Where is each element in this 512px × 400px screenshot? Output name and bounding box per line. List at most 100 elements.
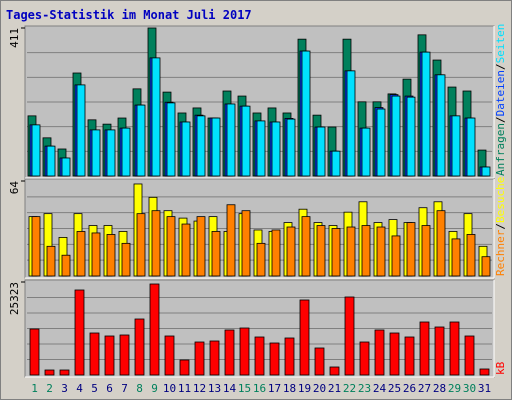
bar: [479, 368, 490, 376]
bar: [436, 210, 446, 277]
bar: [241, 210, 251, 277]
bar: [316, 126, 326, 177]
x-tick-label: 4: [76, 382, 83, 395]
legend-entry: Anfragen: [494, 123, 507, 176]
legend-entry: Rechner: [494, 229, 507, 276]
bar: [256, 120, 266, 177]
bar: [466, 234, 476, 277]
x-tick-label: 9: [151, 382, 158, 395]
bar: [196, 115, 206, 177]
x-tick-label: 8: [136, 382, 143, 395]
x-tick-label: 20: [313, 382, 326, 395]
bar: [346, 70, 356, 177]
bar: [61, 254, 71, 277]
bar: [106, 129, 116, 177]
x-tick-label: 22: [343, 382, 356, 395]
legend: Rechner/Besuche: [494, 177, 507, 276]
legend-separator: /: [494, 116, 507, 123]
bar: [151, 57, 161, 177]
x-tick-label: 25: [388, 382, 401, 395]
x-tick-label: 17: [268, 382, 281, 395]
bar: [421, 51, 431, 177]
bar: [391, 235, 401, 277]
bar: [31, 124, 41, 177]
bar: [241, 105, 251, 177]
bar: [136, 213, 146, 277]
y-tick-label: 64: [8, 181, 21, 195]
legend: kB: [494, 361, 507, 375]
legend-separator: /: [494, 63, 507, 70]
x-tick-label: 16: [253, 382, 266, 395]
legend-separator: /: [494, 223, 507, 230]
bar: [269, 342, 280, 376]
bar: [136, 104, 146, 177]
bar: [211, 231, 221, 277]
bar: [89, 332, 100, 376]
bar: [331, 150, 341, 177]
bar: [59, 369, 70, 376]
bar: [179, 359, 190, 376]
bar: [284, 337, 295, 376]
x-tick-label: 21: [328, 382, 341, 395]
x-tick-label: 12: [193, 382, 206, 395]
x-tick-label: 10: [163, 382, 176, 395]
legend: Anfragen/Dateien/Seiten: [494, 24, 507, 176]
bar: [359, 341, 370, 376]
bar: [239, 327, 250, 376]
bar: [331, 228, 341, 277]
bar: [286, 226, 296, 277]
x-tick-label: 14: [223, 382, 237, 395]
bar: [121, 127, 131, 177]
bar: [256, 242, 266, 277]
legend-entry: Seiten: [494, 24, 507, 64]
x-tick-label: 29: [448, 382, 461, 395]
x-tick-label: 19: [298, 382, 311, 395]
x-tick-label: 15: [238, 382, 251, 395]
bar: [106, 234, 116, 277]
bar: [406, 222, 416, 277]
bar: [464, 335, 475, 376]
bar: [314, 347, 325, 376]
bar: [451, 238, 461, 277]
bar: [119, 334, 130, 376]
bar: [361, 127, 371, 177]
bar: [271, 229, 281, 277]
bar: [31, 216, 41, 277]
bar: [166, 216, 176, 277]
bar: [166, 102, 176, 177]
bar: [254, 336, 265, 376]
y-tick-label: 25323: [8, 282, 21, 315]
bar: [376, 108, 386, 177]
bar: [421, 225, 431, 277]
bar: [226, 103, 236, 177]
bar: [149, 283, 160, 376]
legend-entry: Besuche: [494, 177, 507, 223]
x-tick-label: 30: [463, 382, 476, 395]
bar: [391, 95, 401, 177]
bar: [419, 321, 430, 376]
bar: [194, 341, 205, 376]
bar: [299, 299, 310, 376]
bar: [344, 296, 355, 376]
bar: [76, 84, 86, 177]
bar: [361, 225, 371, 277]
bar: [404, 336, 415, 376]
x-tick-label: 5: [91, 382, 98, 395]
bar: [209, 340, 220, 376]
bar: [134, 318, 145, 376]
bar: [301, 216, 311, 277]
bar: [286, 118, 296, 177]
bar: [61, 157, 71, 177]
x-tick-label: 3: [61, 382, 68, 395]
bar: [434, 326, 445, 376]
x-tick-label: 2: [46, 382, 53, 395]
bar: [74, 289, 85, 376]
bar: [466, 117, 476, 177]
bar: [181, 121, 191, 177]
bar: [196, 216, 206, 277]
bar: [46, 145, 56, 177]
y-tick-label: 411: [8, 28, 21, 48]
bar: [271, 121, 281, 177]
x-tick-label: 7: [121, 382, 128, 395]
